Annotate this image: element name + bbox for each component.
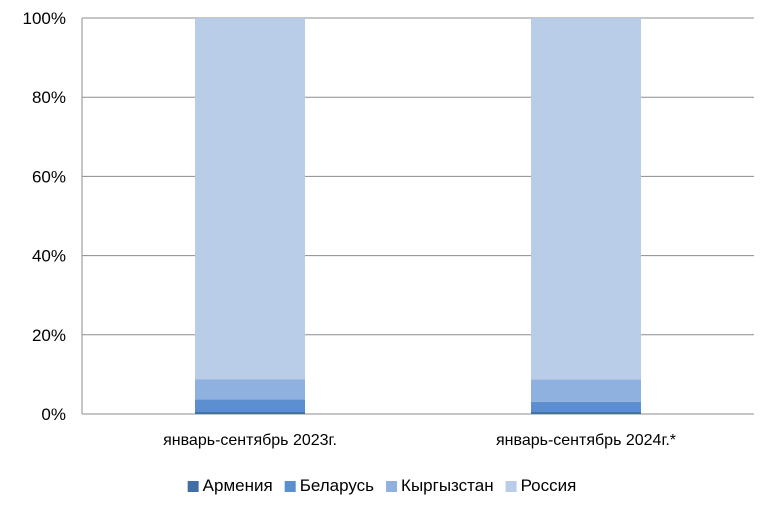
bar-segment	[531, 412, 641, 414]
y-tick-label: 0%	[41, 405, 66, 424]
legend-label: Россия	[521, 476, 577, 495]
legend-item: Россия	[505, 476, 577, 495]
bar-segment	[531, 379, 641, 402]
legend-swatch	[505, 481, 517, 492]
bar-segment	[195, 18, 305, 380]
axes	[81, 18, 754, 415]
gridlines	[82, 17, 754, 336]
y-tick-labels: 0% 20% 40% 60% 80% 100%	[23, 9, 66, 424]
legend-swatch	[386, 481, 398, 492]
x-tick-label: январь-сентябрь 2023г.	[163, 432, 337, 449]
y-tick-label: 60%	[32, 167, 66, 186]
legend-item: Кыргызстан	[386, 476, 494, 495]
legend-label: Кыргызстан	[401, 476, 494, 495]
bar-segment	[195, 399, 305, 413]
legend: Армения Беларусь Кыргызстан Россия	[187, 476, 577, 495]
legend-label: Беларусь	[300, 476, 374, 495]
y-tick-label: 100%	[23, 9, 66, 28]
bar-segment	[531, 18, 641, 380]
y-tick-label: 40%	[32, 247, 66, 266]
bar-segment	[195, 412, 305, 414]
legend-item: Беларусь	[284, 476, 374, 495]
legend-swatch	[187, 481, 199, 492]
x-tick-label: январь-сентябрь 2024г.*	[496, 432, 676, 449]
bars	[195, 18, 641, 414]
x-tick-labels: январь-сентябрь 2023г. январь-сентябрь 20…	[163, 432, 676, 449]
bar-segment	[195, 379, 305, 400]
legend-label: Армения	[203, 476, 273, 495]
y-tick-label: 20%	[32, 326, 66, 345]
y-tick-label: 80%	[32, 88, 66, 107]
legend-item: Армения	[187, 476, 273, 495]
bar-segment	[531, 401, 641, 413]
legend-swatch	[284, 481, 296, 492]
